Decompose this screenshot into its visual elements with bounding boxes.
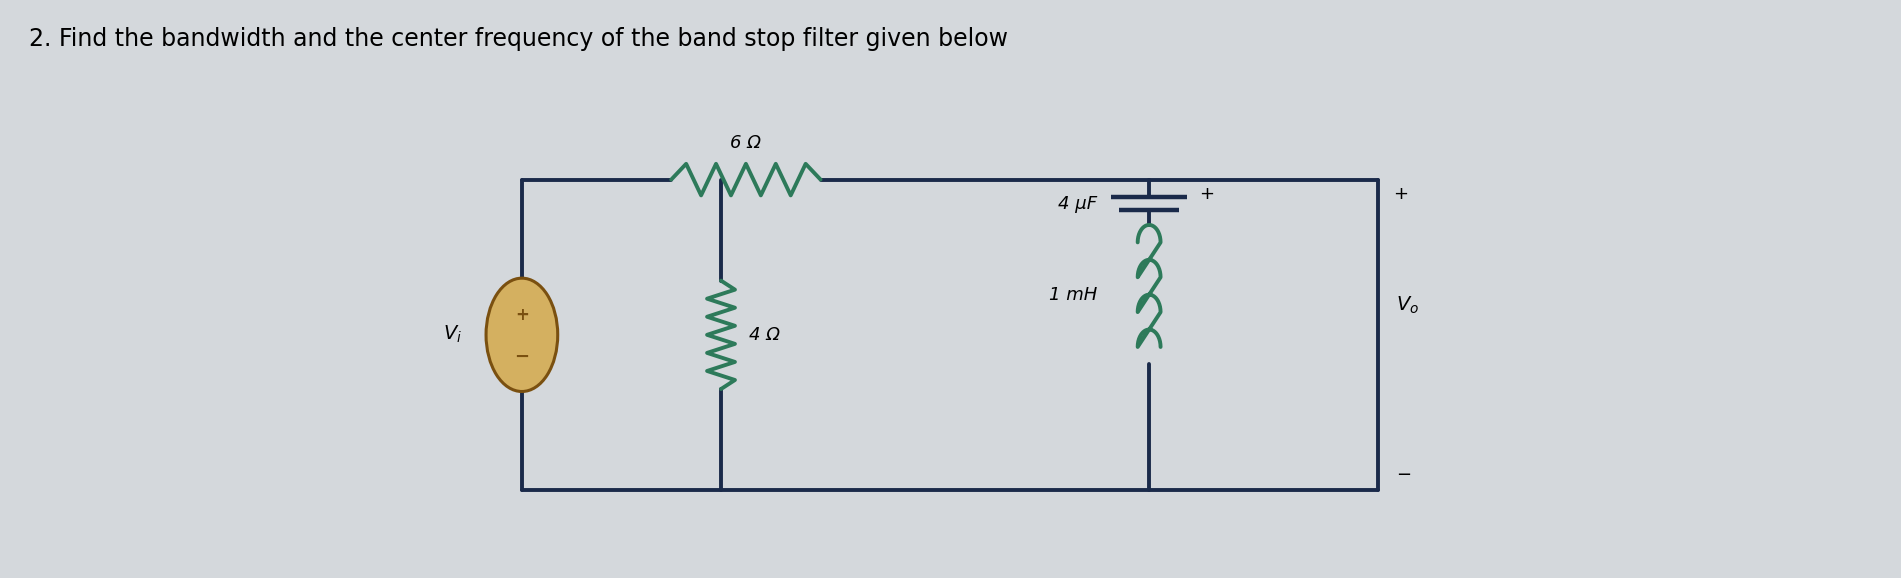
Text: +: + (515, 306, 528, 324)
Text: −: − (515, 347, 530, 365)
Text: +: + (1200, 186, 1215, 203)
Text: −: − (1395, 466, 1411, 484)
Text: 6 Ω: 6 Ω (730, 134, 762, 152)
Text: 4 Ω: 4 Ω (749, 326, 779, 344)
Text: +: + (1393, 186, 1409, 203)
Text: 2. Find the bandwidth and the center frequency of the band stop filter given bel: 2. Find the bandwidth and the center fre… (29, 27, 1008, 51)
Text: 1 mH: 1 mH (1049, 286, 1097, 303)
Text: 4 μF: 4 μF (1059, 195, 1097, 213)
Text: V$_i$: V$_i$ (443, 324, 462, 346)
Text: V$_o$: V$_o$ (1395, 295, 1420, 316)
Ellipse shape (487, 278, 557, 391)
